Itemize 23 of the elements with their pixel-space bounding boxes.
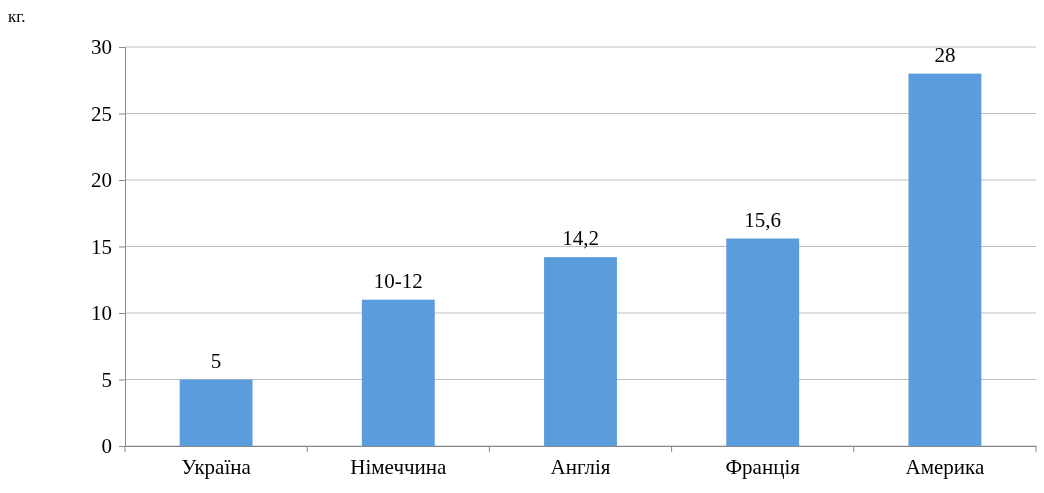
- y-tick-label: 20: [91, 168, 112, 193]
- bar: [544, 257, 617, 446]
- y-tick-label: 10: [91, 301, 112, 326]
- x-tick-label: Німеччина: [350, 455, 447, 480]
- x-tick-label: Англія: [550, 455, 611, 480]
- data-label: 28: [934, 42, 956, 67]
- data-label: 15,6: [744, 207, 782, 232]
- y-axis-title: кг.: [8, 7, 26, 26]
- y-tick-label: 25: [91, 101, 112, 126]
- data-label: 5: [210, 348, 222, 373]
- y-tick-label: 5: [101, 367, 112, 392]
- data-label: 10-12: [373, 268, 423, 293]
- x-tick-label: Америка: [905, 455, 985, 480]
- bar: [179, 379, 253, 446]
- y-tick-label: 15: [91, 234, 112, 259]
- data-label: 14,2: [562, 226, 599, 251]
- bar: [908, 73, 982, 446]
- bar: [361, 299, 435, 446]
- x-tick-label: Франція: [725, 455, 801, 480]
- y-tick-label: 0: [101, 434, 112, 459]
- y-tick-label: 30: [91, 35, 112, 60]
- bar: [726, 238, 800, 446]
- x-tick-label: Україна: [181, 455, 252, 480]
